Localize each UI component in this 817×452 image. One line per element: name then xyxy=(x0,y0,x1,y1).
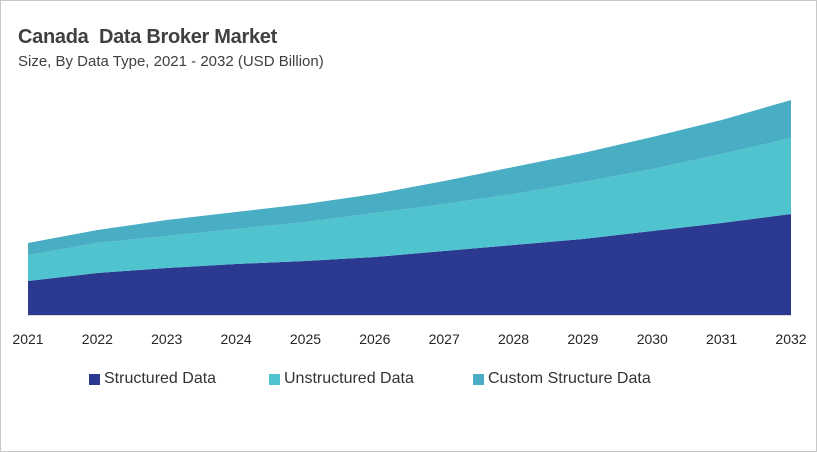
x-tick-label: 2022 xyxy=(82,331,113,347)
chart-subtitle: Size, By Data Type, 2021 - 2032 (USD Bil… xyxy=(18,53,324,70)
x-tick-label: 2021 xyxy=(12,331,43,347)
legend-label: Unstructured Data xyxy=(284,370,414,387)
x-tick-label: 2025 xyxy=(290,331,321,347)
x-tick-label: 2028 xyxy=(498,331,529,347)
x-tick-label: 2030 xyxy=(637,331,668,347)
x-tick-label: 2032 xyxy=(775,331,806,347)
x-tick-label: 2027 xyxy=(429,331,460,347)
legend-item: Unstructured Data xyxy=(269,370,414,388)
legend-label: Structured Data xyxy=(104,370,217,387)
legend-swatch xyxy=(473,373,484,385)
area-series-unstructured-data xyxy=(28,138,791,281)
area-series-custom-structure-data xyxy=(28,100,791,255)
x-tick-label: 2023 xyxy=(151,331,182,347)
legend-swatch xyxy=(269,373,280,385)
area-series-structured-data xyxy=(28,214,791,315)
legend-item: Structured Data xyxy=(89,370,216,388)
x-tick-label: 2031 xyxy=(706,331,737,347)
x-tick-label: 2024 xyxy=(221,331,252,347)
legend-label: Custom Structure Data xyxy=(488,370,651,387)
legend-item: Custom Structure Data xyxy=(473,370,651,388)
x-tick-label: 2026 xyxy=(359,331,390,347)
x-tick-label: 2029 xyxy=(567,331,598,347)
legend-swatch xyxy=(89,373,100,385)
chart-title: Canada Data Broker Market xyxy=(18,26,277,48)
